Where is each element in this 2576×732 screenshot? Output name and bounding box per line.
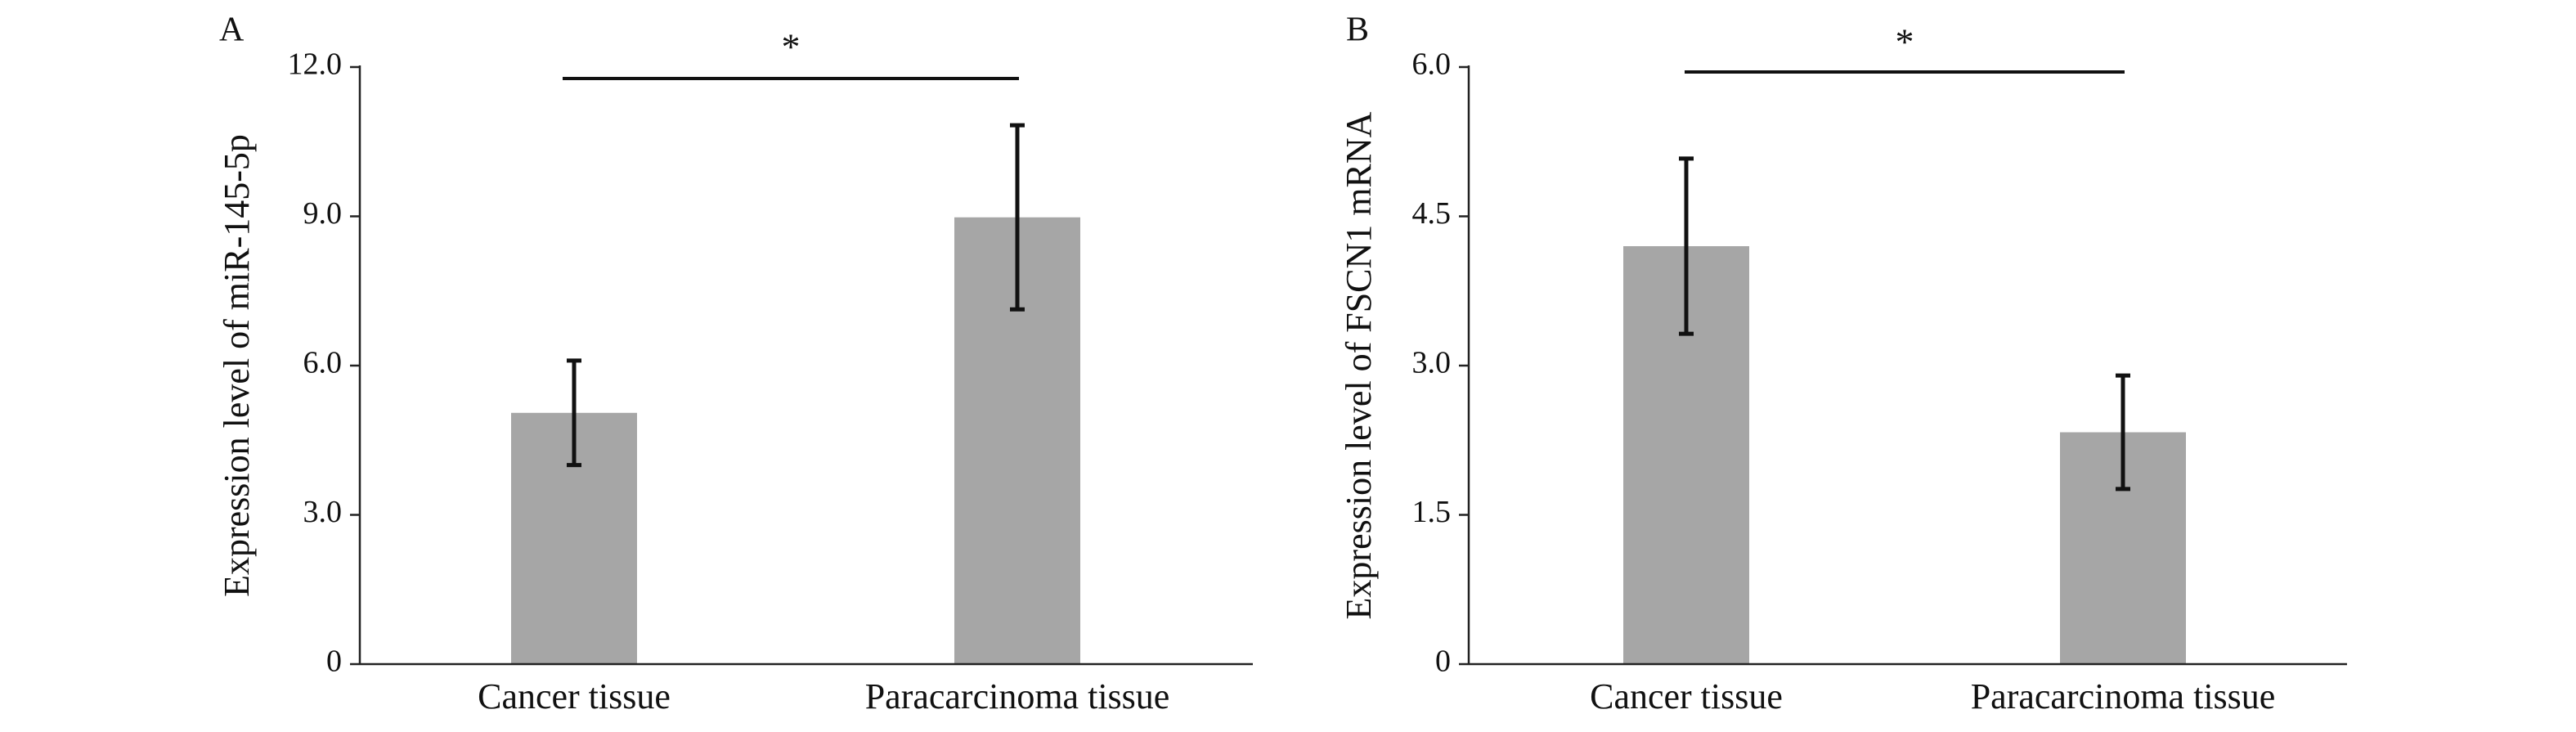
y-tick-label: 0 xyxy=(1435,644,1451,679)
panel-a: A 0 3.0 6.0 9.0 12.0 Cancer tissue Paracarcinom… xyxy=(217,11,1253,716)
significance-marker: * xyxy=(1896,21,1914,63)
panel-label: A xyxy=(219,11,245,49)
x-category-label: Paracarcinoma tissue xyxy=(1971,676,2276,716)
y-axis-title: Expression level of miR-145-5p xyxy=(217,134,257,597)
y-tick-label: 3.0 xyxy=(1412,346,1452,380)
y-tick-label: 0 xyxy=(326,644,342,679)
panel-b: B 0 1.5 3.0 4.5 6.0 Cancer tissue Paracarcinoma… xyxy=(1339,11,2347,716)
y-tick-label: 1.5 xyxy=(1412,495,1452,529)
y-axis-title: Expression level of FSCN1 mRNA xyxy=(1339,111,1379,619)
x-category-label: Cancer tissue xyxy=(478,676,671,716)
x-category-label: Paracarcinoma tissue xyxy=(865,676,1170,716)
y-tick-label: 6.0 xyxy=(1412,47,1452,82)
y-tick-label: 12.0 xyxy=(288,47,343,82)
y-tick-label: 4.5 xyxy=(1412,196,1452,231)
y-tick-label: 9.0 xyxy=(303,196,343,231)
significance-marker: * xyxy=(782,26,801,68)
x-category-label: Cancer tissue xyxy=(1590,676,1783,716)
y-tick-label: 3.0 xyxy=(303,495,343,529)
panel-label: B xyxy=(1346,11,1369,49)
y-tick-label: 6.0 xyxy=(303,346,343,380)
